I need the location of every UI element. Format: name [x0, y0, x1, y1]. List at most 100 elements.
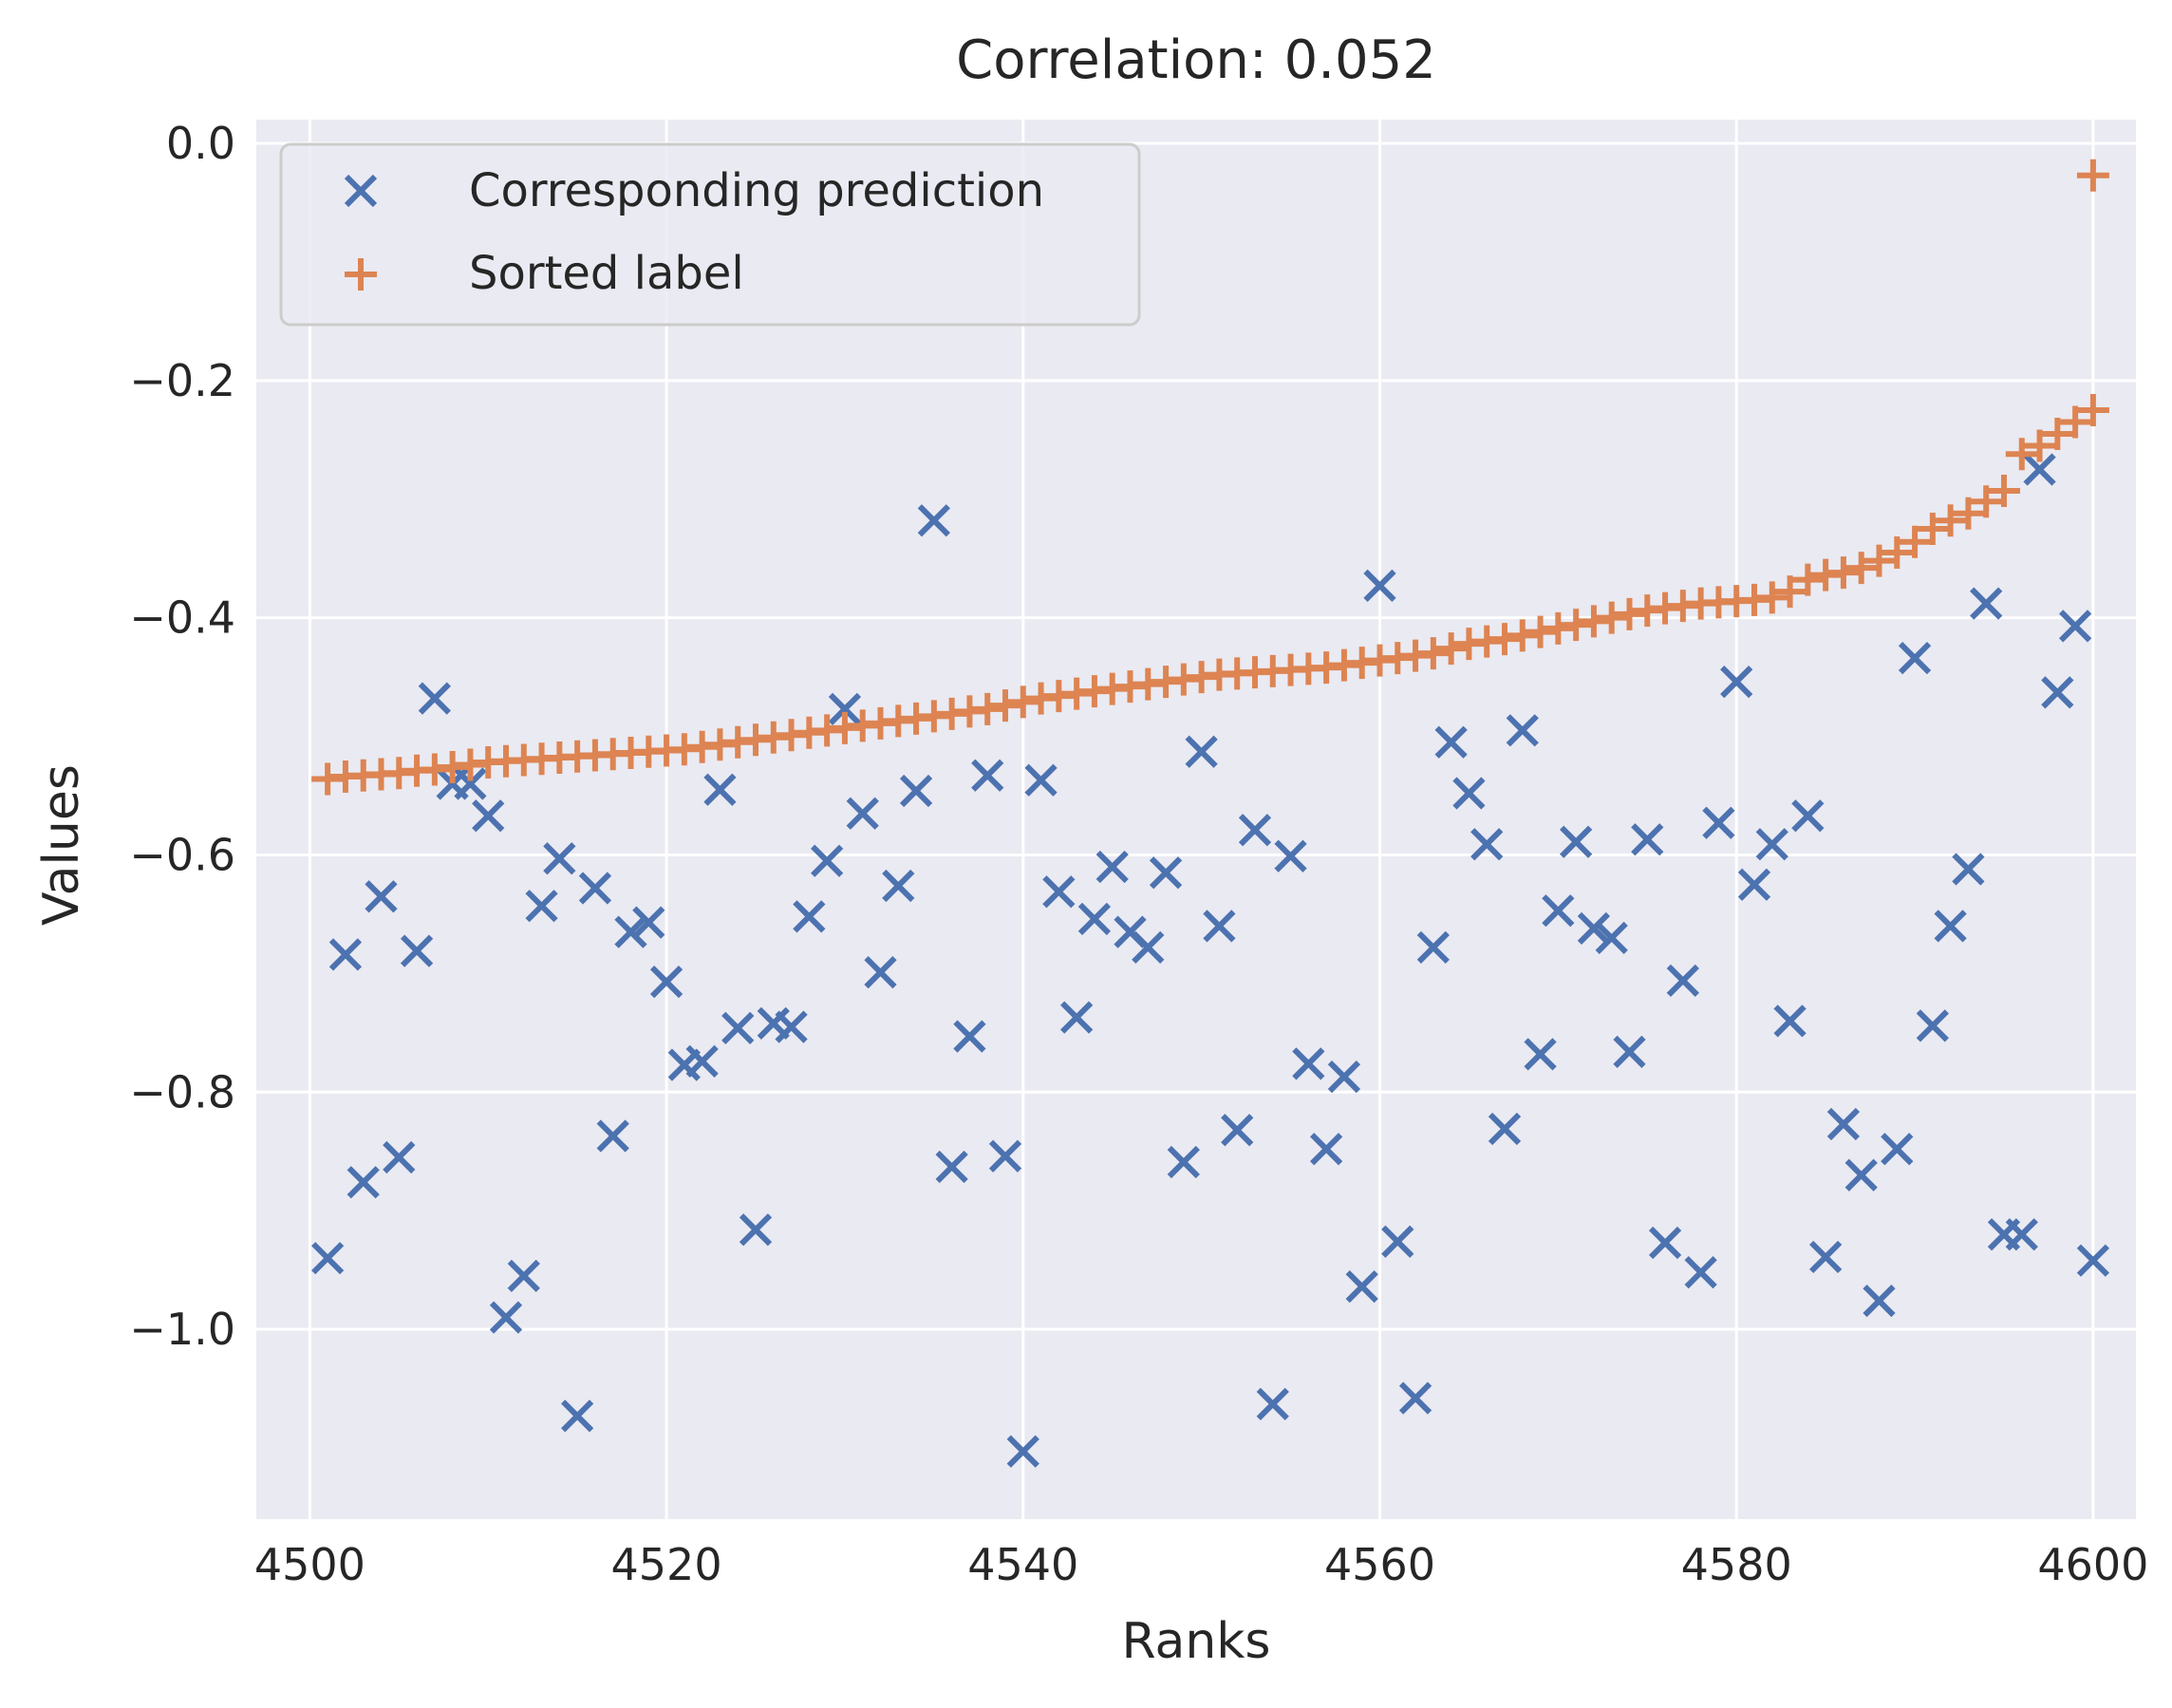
sorted-label-point: [1791, 563, 1825, 596]
prediction-point: [2041, 676, 2074, 709]
chart-title: Correlation: 0.052: [956, 29, 1436, 91]
prediction-point: [1167, 1145, 1200, 1179]
prediction-point: [328, 938, 363, 971]
sorted-label-point: [988, 689, 1021, 723]
prediction-point: [1631, 823, 1664, 856]
prediction-point: [882, 869, 915, 903]
prediction-point: [1185, 735, 1218, 768]
prediction-point: [596, 1119, 629, 1153]
prediction-point: [917, 504, 950, 537]
prediction-point: [1077, 902, 1112, 936]
legend-label-sorted-label: Sorted label: [469, 247, 744, 300]
sorted-label-point: [1542, 611, 1575, 645]
prediction-point: [1773, 1004, 1807, 1038]
prediction-point: [1292, 1047, 1325, 1080]
prediction-point: [1881, 1133, 1914, 1166]
prediction-point: [1095, 850, 1129, 884]
y-tick-label: −1.0: [129, 1304, 235, 1355]
prediction-point: [1648, 1226, 1682, 1260]
prediction-point: [846, 797, 879, 830]
prediction-point: [988, 1139, 1022, 1173]
prediction-point: [383, 1140, 416, 1174]
sorted-label-point: [1577, 605, 1610, 638]
sorted-label-point: [1881, 535, 1914, 569]
prediction-point: [1132, 930, 1165, 965]
prediction-point: [1595, 921, 1628, 955]
sorted-label-point: [1987, 474, 2020, 507]
prediction-point: [2076, 1244, 2110, 1277]
prediction-point: [2005, 1218, 2038, 1251]
x-axis-ticks: 4500 4520 4540 4560 4580 4600: [254, 1539, 2149, 1590]
prediction-point: [685, 1044, 719, 1078]
prediction-point: [561, 1399, 594, 1433]
legend: Corresponding prediction Sorted label: [279, 142, 1141, 327]
x-tick-label: 4500: [254, 1539, 365, 1590]
prediction-point: [1274, 839, 1307, 873]
sorted-label-point: [1755, 581, 1788, 614]
y-tick-label: −0.6: [129, 829, 235, 880]
prediction-point: [864, 956, 897, 989]
prediction-point: [1916, 1009, 1949, 1042]
y-axis-ticks: 0.0 −0.2 −0.4 −0.6 −0.8 −1.0: [129, 118, 235, 1355]
sorted-label-point: [2041, 418, 2074, 451]
prediction-point: [1666, 964, 1699, 998]
sorted-label-point: [1844, 552, 1878, 585]
prediction-point: [1970, 587, 2003, 620]
legend-box: [279, 142, 1141, 327]
prediction-point: [739, 1213, 773, 1247]
prediction-point: [346, 1166, 380, 1199]
sorted-label-point: [2076, 159, 2109, 192]
sorted-label-point: [1595, 601, 1628, 634]
prediction-point: [1006, 1435, 1039, 1468]
prediction-point: [418, 682, 451, 715]
sorted-label-point: [1899, 525, 1932, 558]
sorted-label-point: [971, 692, 1004, 725]
prediction-point: [632, 906, 665, 939]
prediction-point: [1398, 1381, 1432, 1415]
sorted-label-point: [1952, 497, 1985, 530]
prediction-point: [1720, 665, 1753, 699]
prediction-point: [543, 842, 576, 875]
sorted-label-point: [2023, 429, 2056, 462]
prediction-point: [400, 934, 434, 967]
x-tick-label: 4520: [611, 1539, 722, 1590]
prediction-point: [311, 1242, 345, 1275]
prediction-point: [1524, 1038, 1557, 1071]
prediction-point: [1898, 641, 1932, 675]
prediction-point: [2023, 453, 2056, 486]
prediction-point: [953, 1020, 986, 1053]
prediction-point: [1221, 1114, 1254, 1147]
prediction-point: [365, 880, 398, 913]
prediction-point: [1844, 1158, 1878, 1192]
prediction-point: [1755, 828, 1788, 861]
sorted-label-point: [1613, 597, 1646, 630]
prediction-point: [1203, 910, 1236, 943]
prediction-point: [793, 900, 826, 933]
legend-marker-prediction: [344, 174, 378, 208]
prediction-point: [1506, 714, 1539, 747]
prediction-point: [1577, 911, 1611, 946]
prediction-point: [1488, 1112, 1522, 1146]
prediction-point: [489, 1301, 523, 1334]
x-axis-label: Ranks: [1121, 1613, 1270, 1670]
x-tick-label: 4600: [2037, 1539, 2148, 1590]
prediction-point: [472, 799, 505, 833]
prediction-point: [1863, 1285, 1896, 1318]
prediction-point: [1791, 799, 1825, 833]
prediction-point: [1238, 814, 1272, 847]
prediction-point: [1256, 1387, 1289, 1420]
prediction-point: [1149, 856, 1183, 890]
prediction-point: [1327, 1060, 1361, 1094]
prediction-point: [507, 1259, 540, 1293]
x-tick-label: 4560: [1324, 1539, 1435, 1590]
y-tick-label: 0.0: [166, 118, 235, 169]
sorted-label-point: [1488, 623, 1521, 656]
prediction-point: [1542, 894, 1575, 928]
x-tick-label: 4580: [1681, 1539, 1792, 1590]
legend-label-prediction: Corresponding prediction: [469, 164, 1044, 217]
prediction-point: [1684, 1256, 1717, 1289]
prediction-point: [703, 773, 737, 806]
prediction-point: [1934, 910, 1967, 943]
prediction-point: [614, 915, 647, 948]
